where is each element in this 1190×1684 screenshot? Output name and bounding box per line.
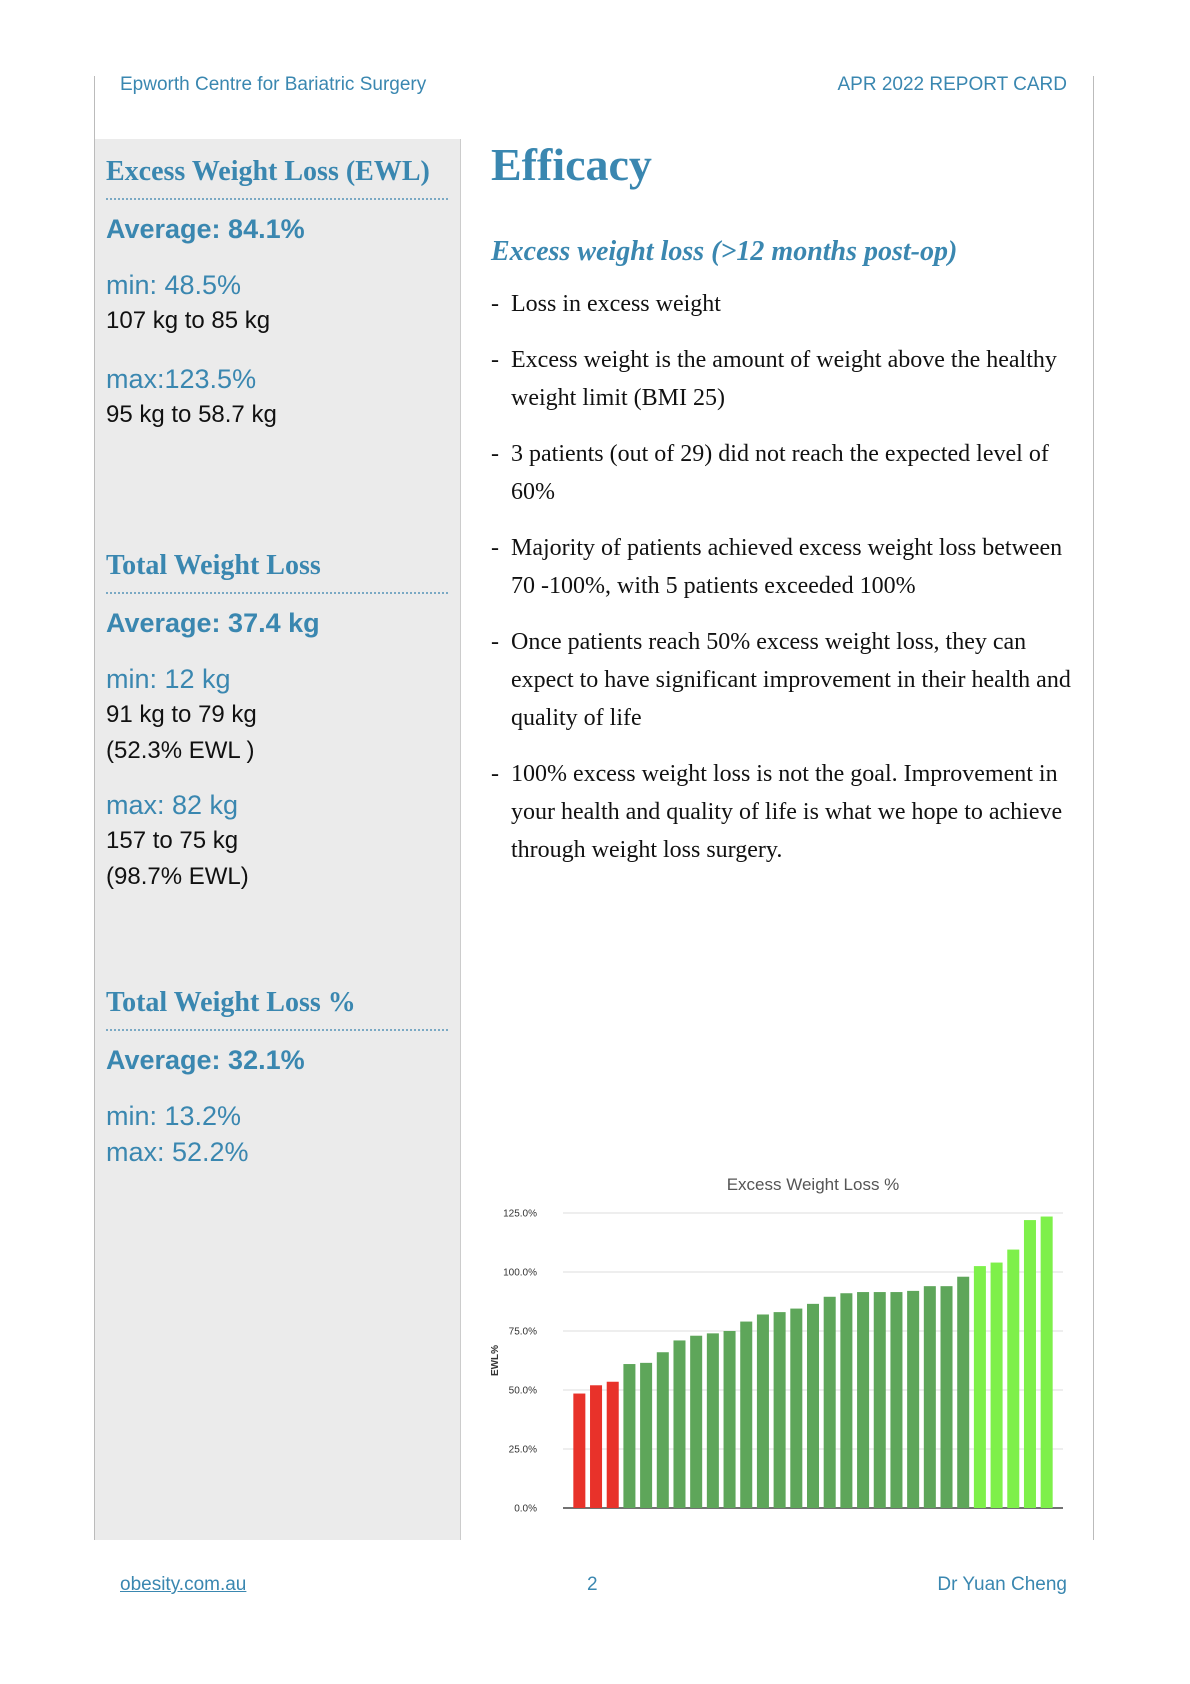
stat-group: min: 12 kg 91 kg to 79 kg (52.3% EWL ) bbox=[106, 661, 448, 769]
stat-detail: 157 to 75 kg bbox=[106, 827, 239, 854]
stat-detail: (98.7% EWL) bbox=[106, 863, 249, 890]
sidebar bbox=[94, 139, 461, 1540]
stat-label: min: 48.5% bbox=[106, 270, 242, 300]
section-average: Average: 84.1% bbox=[106, 214, 305, 244]
header-right: APR 2022 REPORT CARD bbox=[837, 74, 1068, 95]
bar bbox=[806, 1303, 820, 1508]
stat-group: min: 48.5% 107 kg to 85 kg bbox=[106, 267, 448, 339]
y-tick-label: 75.0% bbox=[509, 1327, 537, 1338]
bar bbox=[756, 1314, 769, 1508]
section-average: Average: 32.1% bbox=[106, 1045, 305, 1075]
stat-detail: 91 kg to 79 kg bbox=[106, 701, 257, 728]
bar bbox=[873, 1292, 886, 1508]
bar bbox=[1040, 1216, 1053, 1508]
y-tick-label: 0.0% bbox=[514, 1504, 537, 1515]
stat-detail: (52.3% EWL ) bbox=[106, 737, 255, 764]
stat-group: max: 52.2% bbox=[106, 1134, 448, 1170]
bar bbox=[773, 1312, 786, 1508]
stat-group: max: 82 kg 157 to 75 kg (98.7% EWL) bbox=[106, 787, 448, 895]
section-title: Excess Weight Loss (EWL) bbox=[106, 155, 448, 200]
bar bbox=[656, 1352, 669, 1508]
bar bbox=[590, 1385, 603, 1508]
stat-label: min: 12 kg bbox=[106, 664, 231, 694]
stat-label: max: 82 kg bbox=[106, 790, 239, 820]
header-left: Epworth Centre for Bariatric Surgery bbox=[120, 74, 427, 95]
stat-label: min: 13.2% bbox=[106, 1101, 242, 1131]
bar bbox=[623, 1364, 636, 1508]
bar bbox=[690, 1335, 703, 1508]
footer-right: Dr Yuan Cheng bbox=[937, 1574, 1067, 1595]
y-tick-label: 125.0% bbox=[503, 1209, 537, 1220]
bullet: Majority of patients achieved excess wei… bbox=[491, 529, 1071, 605]
y-tick-label: 50.0% bbox=[509, 1386, 537, 1397]
bullet: 3 patients (out of 29) did not reach the… bbox=[491, 435, 1071, 511]
bar bbox=[940, 1286, 953, 1508]
stat-label: max: 52.2% bbox=[106, 1137, 249, 1167]
bar bbox=[673, 1340, 686, 1508]
stat-section: Total Weight Loss % Average: 32.1% min: 13… bbox=[106, 986, 448, 1170]
stat-detail: 107 kg to 85 kg bbox=[106, 307, 271, 334]
bar bbox=[1007, 1249, 1020, 1508]
footer-link[interactable]: obesity.com.au bbox=[120, 1574, 247, 1595]
margin-line bbox=[94, 76, 95, 140]
section-title: Total Weight Loss % bbox=[106, 986, 448, 1031]
bar bbox=[573, 1393, 586, 1508]
bar bbox=[990, 1262, 1003, 1508]
y-tick-label: 100.0% bbox=[503, 1268, 537, 1279]
stat-group: max:123.5% 95 kg to 58.7 kg bbox=[106, 361, 448, 433]
stat-group: min: 13.2% bbox=[106, 1098, 448, 1134]
margin-line bbox=[1093, 76, 1094, 1540]
stat-label: max:123.5% bbox=[106, 364, 257, 394]
y-axis-label: EWL% bbox=[490, 1345, 501, 1376]
bar bbox=[857, 1292, 870, 1508]
bullet: Once patients reach 50% excess weight lo… bbox=[491, 623, 1071, 737]
y-tick-label: 25.0% bbox=[509, 1445, 537, 1456]
chart-title: Excess Weight Loss % bbox=[727, 1175, 900, 1194]
stat-section: Total Weight Loss Average: 37.4 kg min: 12… bbox=[106, 549, 448, 895]
bar bbox=[606, 1381, 619, 1508]
section-average: Average: 37.4 kg bbox=[106, 608, 320, 638]
bar bbox=[740, 1321, 753, 1508]
bar bbox=[823, 1296, 836, 1508]
bar bbox=[840, 1293, 853, 1508]
main-title: Efficacy bbox=[491, 139, 652, 190]
bullet-list: Loss in excess weight Excess weight is th… bbox=[491, 285, 1071, 887]
stat-detail: 95 kg to 58.7 kg bbox=[106, 401, 277, 428]
bar bbox=[640, 1362, 653, 1508]
bar bbox=[923, 1286, 936, 1508]
bar bbox=[890, 1292, 903, 1508]
bar bbox=[957, 1276, 970, 1508]
bar bbox=[973, 1266, 986, 1508]
bar bbox=[1023, 1220, 1036, 1508]
main-subtitle: Excess weight loss (>12 months post-op) bbox=[491, 236, 958, 267]
bullet: Excess weight is the amount of weight ab… bbox=[491, 341, 1071, 417]
page-number: 2 bbox=[587, 1574, 598, 1595]
chart: Excess Weight Loss % EWL% 0.0% 25.0% 50.0% 75… bbox=[490, 1175, 1063, 1515]
bar bbox=[706, 1333, 719, 1508]
stat-section: Excess Weight Loss (EWL) Average: 84.1% mi… bbox=[106, 155, 448, 433]
bullet: 100% excess weight loss is not the goal.… bbox=[491, 755, 1071, 869]
section-title: Total Weight Loss bbox=[106, 549, 448, 594]
bar bbox=[723, 1331, 736, 1508]
bar bbox=[790, 1308, 803, 1508]
bar bbox=[907, 1290, 920, 1508]
bullet: Loss in excess weight bbox=[491, 285, 1071, 323]
